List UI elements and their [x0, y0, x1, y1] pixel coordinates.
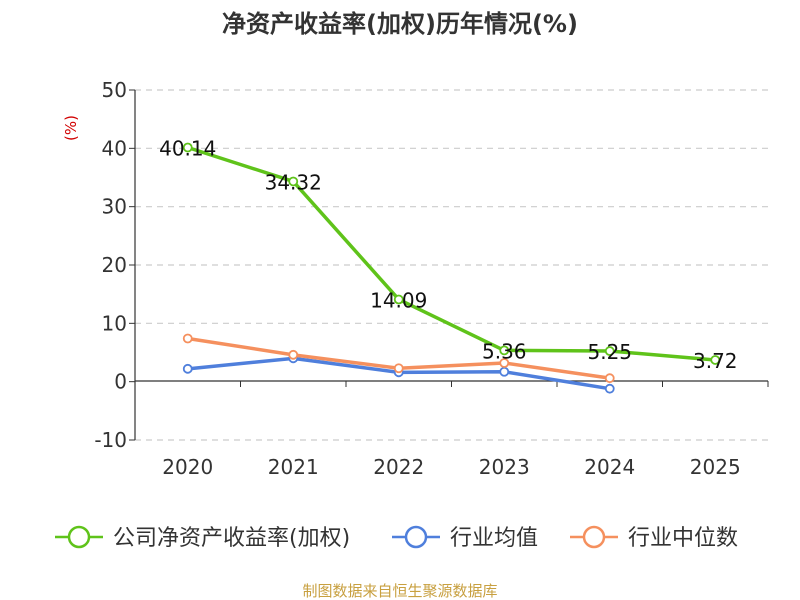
x-tick-label-2024: 2024 [584, 455, 635, 479]
y-tick-label: 0 [114, 370, 127, 394]
data-point-1-2024 [604, 383, 615, 394]
data-point-0-2020 [182, 142, 193, 153]
x-tick-label-2021: 2021 [268, 455, 319, 479]
y-tick-label: 20 [102, 253, 127, 277]
data-label-2025: 3.72 [693, 349, 738, 373]
data-point-2-2021 [288, 349, 299, 360]
data-point-0-2024 [604, 346, 615, 356]
source-note: 制图数据来自恒生聚源数据库 [302, 582, 497, 600]
data-point-2-2024 [604, 373, 615, 384]
grid-lines [135, 89, 768, 441]
series-line-0 [186, 145, 717, 362]
chart-title: 净资产收益率(加权)历年情况(%) [222, 10, 578, 38]
data-point-2-2023 [499, 358, 510, 368]
legend-label: 行业中位数 [628, 526, 738, 551]
x-tick-label-2023: 2023 [479, 455, 530, 479]
series-lines [182, 142, 721, 394]
axes: -10 0 10 20 30 40 50 2020 2021 2022 2023 2024 2025 [94, 78, 769, 479]
data-point-0-2021 [288, 176, 299, 187]
legend[interactable]: 公司净资产收益率(加权) 行业均值 行业中位数 [55, 525, 738, 551]
x-tick-label-2022: 2022 [373, 455, 424, 479]
data-point-1-2020 [182, 363, 193, 374]
y-tick-label: 50 [102, 78, 127, 102]
legend-swatch-marker [67, 525, 91, 549]
data-point-0-2023 [499, 345, 510, 356]
legend-swatch-marker [404, 525, 428, 549]
data-label-2023: 5.36 [482, 339, 527, 363]
x-tick-label-2020: 2020 [162, 455, 213, 479]
data-point-0-2025 [710, 355, 721, 365]
legend-label: 行业均值 [450, 526, 538, 551]
data-point-2-2022 [393, 363, 404, 374]
data-label-2024: 5.25 [587, 340, 632, 364]
legend-label: 公司净资产收益率(加权) [113, 526, 350, 551]
y-axis-label: (%) [62, 115, 80, 141]
y-tick-label: -10 [94, 428, 127, 452]
data-labels: 40.14 34.32 14.09 5.36 5.25 3.72 [159, 137, 737, 373]
data-label-2020: 40.14 [159, 137, 216, 161]
x-tick-label-2025: 2025 [690, 455, 741, 479]
y-tick-label: 30 [102, 195, 127, 219]
y-tick-label: 40 [102, 136, 127, 160]
data-point-0-2022 [393, 294, 404, 305]
legend-item-0[interactable]: 公司净资产收益率(加权) [55, 525, 350, 551]
y-tick-label: 10 [102, 311, 127, 335]
data-point-1-2023 [499, 366, 510, 377]
legend-item-1[interactable]: 行业均值 [392, 525, 538, 551]
data-label-2021: 34.32 [265, 170, 322, 194]
legend-swatch-marker [582, 525, 606, 549]
data-label-2022: 14.09 [370, 288, 427, 312]
legend-item-2[interactable]: 行业中位数 [570, 525, 738, 551]
data-point-2-2020 [182, 333, 193, 344]
